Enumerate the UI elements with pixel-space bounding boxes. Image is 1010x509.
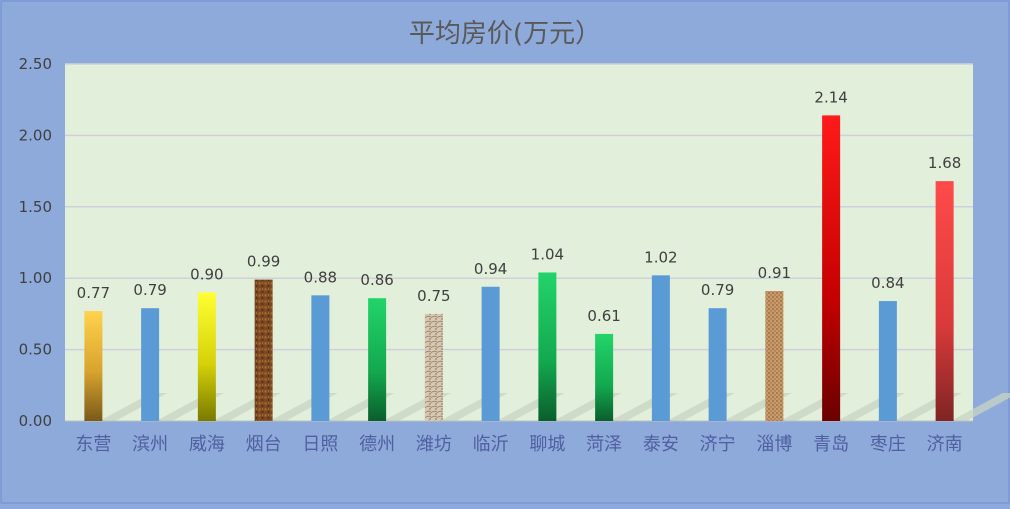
y-tick-label: 2.00	[19, 126, 52, 144]
bar-德州	[368, 298, 387, 421]
category-label: 泰安	[643, 434, 679, 455]
y-tick-label: 0.50	[19, 341, 52, 359]
data-label: 0.94	[474, 260, 507, 278]
category-label: 济宁	[700, 434, 736, 455]
bar-潍坊	[424, 313, 443, 421]
data-label: 0.79	[701, 281, 734, 299]
bar-威海	[197, 292, 216, 421]
data-label: 0.77	[77, 284, 110, 302]
y-tick-label: 0.00	[19, 412, 52, 430]
category-label: 日照	[302, 434, 338, 455]
data-label: 0.90	[190, 265, 223, 283]
bars	[84, 115, 954, 422]
bar-烟台	[254, 279, 273, 421]
data-label: 0.88	[304, 268, 337, 286]
category-label: 烟台	[246, 434, 282, 455]
bar-聊城	[538, 272, 557, 421]
data-label: 0.75	[417, 287, 450, 305]
y-axis: 0.00 0.50 1.00 1.50 2.00 2.50	[19, 55, 973, 430]
bar-枣庄	[878, 301, 897, 421]
bar-青岛	[822, 115, 841, 422]
data-labels: 0.77 0.79 0.90 0.99 0.88 0.86 0.75 0.94 1.04 0.61…	[77, 88, 962, 324]
bar-泰安	[651, 275, 670, 421]
y-tick-label: 1.00	[19, 269, 52, 287]
category-label: 东营	[75, 434, 111, 455]
bar-济南	[935, 181, 954, 421]
data-label: 0.99	[247, 253, 280, 271]
data-label: 1.02	[644, 248, 677, 266]
data-label: 0.91	[758, 264, 791, 282]
y-tick-label: 1.50	[19, 198, 52, 216]
data-label: 0.86	[360, 271, 393, 289]
bar-滨州	[141, 308, 160, 421]
category-label: 潍坊	[416, 434, 452, 455]
bar-临沂	[481, 286, 500, 421]
floor-shadow	[950, 393, 1010, 421]
category-label: 济南	[927, 434, 963, 455]
data-label: 0.79	[133, 281, 166, 299]
category-label: 威海	[189, 434, 225, 455]
chart-title: 平均房价(万元）	[409, 19, 601, 49]
bar-菏泽	[595, 333, 614, 421]
plot-area	[65, 64, 973, 421]
category-label: 枣庄	[870, 434, 906, 455]
category-label: 临沂	[473, 434, 509, 455]
data-label: 1.68	[928, 154, 961, 172]
category-label: 青岛	[813, 434, 849, 455]
category-label: 菏泽	[586, 434, 622, 455]
bar-济宁	[708, 308, 727, 421]
data-label: 1.04	[531, 245, 564, 263]
y-tick-label: 2.50	[19, 55, 52, 73]
bar-东营	[84, 311, 103, 421]
bar-日照	[311, 295, 330, 421]
gridlines	[65, 63, 973, 351]
category-label: 淄博	[756, 434, 792, 455]
data-label: 0.84	[871, 274, 904, 292]
data-label: 2.14	[814, 88, 847, 106]
category-label: 德州	[359, 434, 395, 455]
category-label: 滨州	[132, 434, 168, 455]
data-label: 0.61	[587, 307, 620, 325]
x-axis: 东营 滨州 威海 烟台 日照 德州 潍坊 临沂 聊城 菏泽 泰安 济宁 淄博 青岛 枣庄 济南	[75, 434, 962, 455]
category-label: 聊城	[529, 434, 565, 455]
bar-淄博	[765, 291, 784, 421]
